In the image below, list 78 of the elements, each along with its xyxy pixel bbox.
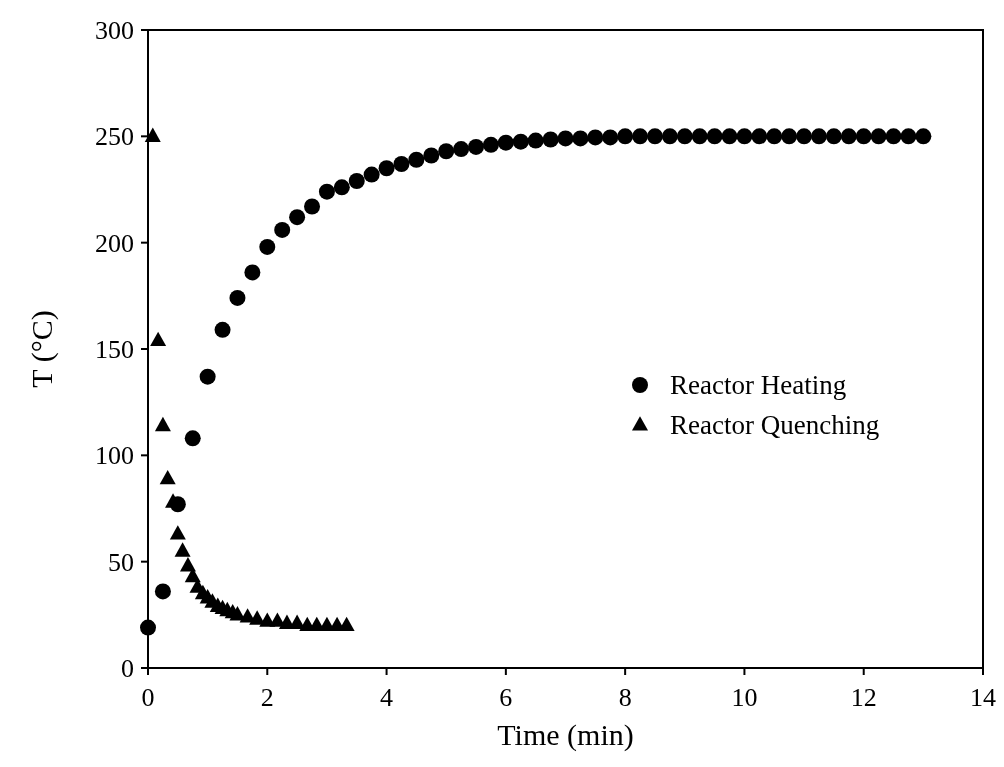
point (468, 138, 485, 155)
point (214, 321, 231, 338)
point (721, 128, 738, 145)
point (825, 128, 842, 145)
point (423, 147, 440, 164)
point (363, 166, 380, 183)
x-tick-label: 2 (260, 683, 274, 712)
point (870, 128, 887, 145)
point (304, 198, 321, 215)
point (150, 331, 167, 347)
point (781, 128, 798, 145)
point (617, 128, 634, 145)
point (244, 264, 261, 281)
point (572, 130, 589, 147)
x-tick-label: 8 (618, 683, 632, 712)
point (497, 134, 514, 151)
legend-label: Reactor Quenching (670, 410, 880, 440)
point (796, 128, 813, 145)
point (169, 525, 186, 540)
x-tick-label: 10 (731, 683, 758, 712)
point (900, 128, 917, 145)
x-tick-label: 14 (970, 683, 996, 712)
y-tick-label: 0 (121, 654, 134, 683)
y-tick-label: 150 (95, 335, 134, 364)
point (184, 430, 201, 447)
point (810, 128, 827, 145)
point (557, 130, 574, 147)
point (482, 136, 499, 153)
point (140, 619, 156, 636)
point (199, 368, 216, 385)
x-tick-label: 0 (141, 683, 155, 712)
point (393, 155, 410, 172)
point (602, 129, 619, 146)
point (632, 128, 649, 145)
point (333, 179, 350, 196)
x-tick-label: 12 (850, 683, 877, 712)
point (855, 128, 872, 145)
point (348, 172, 365, 189)
point (751, 128, 768, 145)
y-tick-label: 250 (95, 122, 134, 152)
y-axis-title: T (°C) (25, 310, 59, 388)
point (408, 151, 425, 168)
point (378, 160, 395, 177)
point (646, 128, 663, 145)
x-tick-label: 6 (499, 683, 513, 712)
point (179, 557, 196, 572)
point (840, 128, 857, 145)
point (453, 141, 470, 158)
point (766, 128, 783, 145)
point (154, 583, 171, 600)
point (318, 183, 335, 200)
point (144, 127, 161, 142)
y-tick-label: 100 (95, 441, 134, 471)
point (915, 128, 932, 145)
point (527, 132, 544, 149)
legend-label: Reactor Heating (670, 370, 847, 400)
y-tick-label: 300 (95, 16, 134, 45)
point (229, 289, 246, 306)
point (885, 128, 902, 145)
x-axis-title: Time (min) (497, 718, 634, 752)
point (512, 133, 529, 150)
point (438, 143, 455, 160)
point (691, 128, 708, 145)
point (274, 221, 291, 238)
point (159, 469, 176, 485)
point (154, 416, 171, 432)
point (676, 128, 693, 145)
point (706, 128, 723, 145)
point (661, 128, 678, 145)
y-tick-label: 50 (108, 547, 134, 577)
point (736, 128, 753, 145)
point (259, 238, 276, 255)
point (289, 209, 306, 226)
x-tick-label: 4 (380, 683, 394, 712)
point (174, 542, 191, 557)
y-tick-label: 200 (95, 228, 134, 258)
point (587, 129, 604, 146)
point (542, 131, 559, 148)
